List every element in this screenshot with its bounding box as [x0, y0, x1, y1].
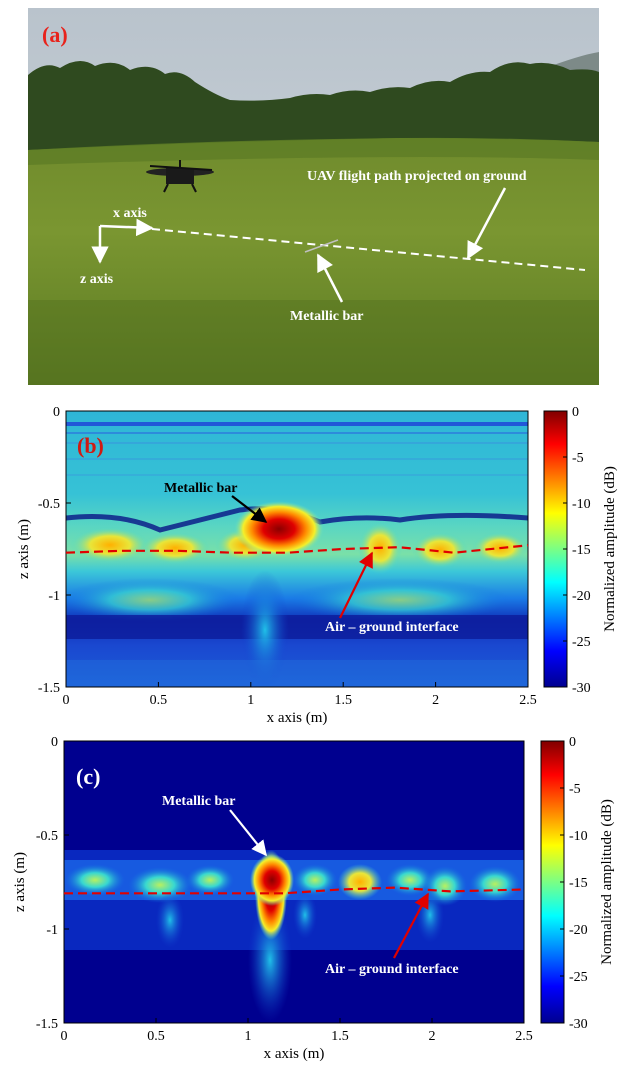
heatmap-c-interface-annotation: Air – ground interface — [325, 962, 459, 977]
heatmap-b-ytick-label: 0 — [53, 405, 60, 420]
heatmap-b-ytick-label: -0.5 — [38, 497, 60, 512]
heatmap-b-xtick-label: 2.5 — [519, 693, 537, 708]
heatmap-c-interface-line — [64, 886, 525, 895]
heatmap-b-ytick-label: -1 — [48, 589, 60, 604]
flight-path-line — [151, 228, 586, 271]
heatmap-b-interface-line — [65, 544, 529, 554]
metallic-bar-arrow — [316, 253, 344, 303]
colorbar-c-tick-label: -30 — [569, 1017, 588, 1032]
colorbar-b-label: Normalized amplitude (dB) — [602, 466, 618, 632]
heatmap-c-xtick-label: 2 — [429, 1029, 436, 1044]
heatmap-b: 0 0.5 1 1.5 2 2.5 0 -0.5 -1 -1.5 (b) Metallic bar… — [16, 405, 618, 726]
heatmap-b-ylabel: z axis (m) — [16, 519, 32, 579]
heatmap-c-xtick-label: 0 — [61, 1029, 68, 1044]
colorbar-b-tick-label: -10 — [572, 497, 591, 512]
colorbar-b-tick-label: -30 — [572, 681, 591, 696]
colorbar-b-tick-label: -15 — [572, 543, 591, 558]
panel-label-c: (c) — [76, 764, 100, 789]
x-axis-arrow — [99, 218, 154, 237]
panel-label-a: (a) — [42, 22, 68, 47]
photo-panel — [28, 8, 599, 385]
heatmap-b-xtick-label: 1 — [247, 693, 254, 708]
flight-path-arrow — [466, 187, 507, 260]
heatmap-b-ytick-label: -1.5 — [38, 681, 60, 696]
colorbar-c-label: Normalized amplitude (dB) — [599, 799, 615, 965]
colorbar-b-tick-label: -5 — [572, 451, 584, 466]
heatmap-b-interface-annotation: Air – ground interface — [325, 620, 459, 635]
heatmap-b-frame — [65, 410, 529, 688]
heatmap-b-interface-arrow — [339, 551, 373, 619]
grass-field — [28, 130, 599, 385]
heatmap-c-xtick-label: 1 — [245, 1029, 252, 1044]
heatmap-c: 0 0.5 1 1.5 2 2.5 0 -0.5 -1 -1.5 (c) Metallic bar… — [12, 735, 615, 1062]
colorbar-c-tick-label: 0 — [569, 735, 576, 750]
heatmap-c-interface-arrow — [393, 892, 429, 959]
heatmap-b-target-arrow — [231, 495, 268, 523]
heatmap-c-xtick-label: 0.5 — [147, 1029, 165, 1044]
colorbar-c-tick-label: -10 — [569, 829, 588, 844]
colorbar-c-tick-label: -5 — [569, 782, 581, 797]
tree-line — [28, 60, 599, 151]
heatmap-c-ytick-label: 0 — [51, 735, 58, 750]
colorbar-c-tick-label: -25 — [569, 970, 588, 985]
colorbar-c-tick-label: -15 — [569, 876, 588, 891]
colorbar-c-tick-label: -20 — [569, 923, 588, 938]
heatmap-b-xtick-label: 1.5 — [334, 693, 352, 708]
heatmap-c-ytick-label: -1 — [46, 923, 58, 938]
heatmap-c-target-arrow — [229, 809, 267, 857]
heatmap-b-target — [234, 501, 324, 557]
x-axis-annotation: x axis — [113, 206, 147, 221]
uav-drone — [146, 160, 214, 193]
heatmap-c-ytick-label: -0.5 — [36, 829, 58, 844]
heatmap-c-frame — [63, 740, 525, 1024]
heatmap-c-xtick-label: 2.5 — [515, 1029, 533, 1044]
heatmap-c-target — [250, 854, 294, 906]
heatmap-b-xtick-label: 2 — [432, 693, 439, 708]
heatmap-b-xtick-label: 0.5 — [150, 693, 168, 708]
colorbar-b-tick-label: 0 — [572, 405, 579, 420]
heatmap-b-xlabel: x axis (m) — [267, 710, 328, 726]
colorbar-b-tick-label: -25 — [572, 635, 591, 650]
z-axis-annotation: z axis — [80, 272, 114, 287]
heatmap-c-ytick-label: -1.5 — [36, 1017, 58, 1032]
heatmap-c-target-annotation: Metallic bar — [162, 794, 235, 809]
panel-label-b: (b) — [77, 433, 104, 458]
colorbar-b-tick-label: -20 — [572, 589, 591, 604]
metallic-bar — [304, 239, 339, 253]
metallic-bar-annotation: Metallic bar — [290, 309, 363, 324]
heatmap-c-xlabel: x axis (m) — [264, 1046, 325, 1062]
heatmap-c-ylabel: z axis (m) — [12, 852, 28, 912]
flight-path-annotation: UAV flight path projected on ground — [307, 169, 527, 184]
heatmap-b-target-annotation: Metallic bar — [164, 481, 237, 496]
heatmap-c-xtick-label: 1.5 — [331, 1029, 349, 1044]
heatmap-b-xtick-label: 0 — [63, 693, 70, 708]
